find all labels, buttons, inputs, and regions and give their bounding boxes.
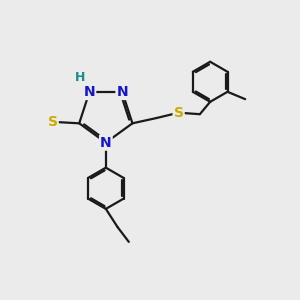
Text: S: S bbox=[48, 115, 58, 129]
Text: N: N bbox=[84, 85, 95, 99]
Text: H: H bbox=[75, 71, 86, 84]
Text: N: N bbox=[100, 136, 112, 150]
Text: S: S bbox=[174, 106, 184, 120]
Text: N: N bbox=[116, 85, 128, 99]
